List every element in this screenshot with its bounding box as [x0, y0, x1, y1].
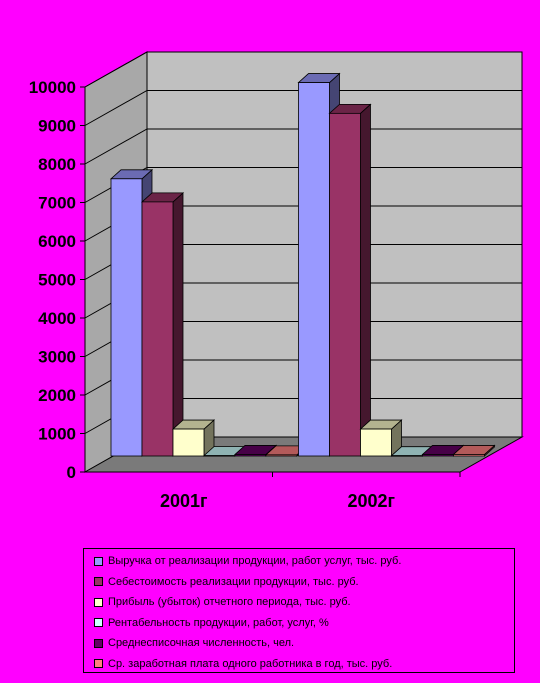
bar [140, 192, 185, 457]
bar-front [234, 454, 267, 457]
x-tick-label: 2002г [347, 491, 395, 511]
legend-label: Себестоимость реализации продукции, тыс.… [108, 575, 359, 588]
gridline [84, 128, 522, 165]
y-tick-label: 10000 [29, 78, 76, 97]
bar-front [298, 82, 330, 457]
bar [297, 72, 341, 457]
legend-item: Себестоимость реализации продукции, тыс.… [94, 572, 514, 593]
y-axis-ticks: 0 1000 2000 3000 4000 5000 6000 7000 8000 9000 100… [29, 78, 86, 482]
bar [359, 419, 403, 457]
bar-front [360, 428, 392, 457]
legend-label: Рентабельность продукции, работ, услуг, … [108, 616, 329, 629]
legend-swatch [94, 659, 103, 669]
bar [328, 103, 372, 457]
legend-label: Выручка от реализации продукции, работ у… [108, 555, 402, 568]
legend-label: Прибыль (убыток) отчетного периода, тыс.… [108, 596, 351, 609]
legend-item: Выручка от реализации продукции, работ у… [94, 551, 514, 572]
legend-label: Ср. заработная плата одного работника в … [108, 657, 393, 670]
bar-front [391, 455, 423, 457]
legend-swatch [94, 597, 103, 607]
bar-chart: 0 1000 2000 3000 4000 5000 6000 7000 8000 9000 100… [29, 51, 524, 511]
bar-front [453, 454, 485, 457]
y-tick-label: 9000 [38, 117, 76, 136]
y-tick-label: 2000 [38, 386, 76, 405]
x-tick-label: 2001г [160, 491, 208, 511]
bar-front [329, 112, 361, 457]
y-tick-label: 6000 [38, 232, 76, 251]
bar-front [110, 178, 143, 457]
bar-front [141, 201, 174, 457]
bar-side [172, 192, 184, 457]
bar [171, 419, 216, 457]
bar-side [360, 103, 371, 457]
y-tick-label: 1000 [38, 425, 76, 444]
legend-label: Среднесписочная численность, чел. [108, 637, 295, 650]
bar-front [172, 428, 205, 457]
gridline [84, 167, 522, 203]
legend-item: Рентабельность продукции, работ, услуг, … [94, 613, 514, 634]
bar [452, 444, 496, 457]
bars [109, 72, 496, 457]
gridline [84, 51, 522, 88]
legend-item: Прибыль (убыток) отчетного периода, тыс.… [94, 592, 514, 613]
y-tick-label: 0 [67, 463, 76, 482]
legend-swatch [94, 638, 103, 648]
bar-front [203, 455, 236, 457]
legend-item: Ср. заработная плата одного работника в … [94, 654, 514, 675]
bar-front [422, 454, 454, 457]
bar-front [265, 454, 298, 457]
y-tick-label: 3000 [38, 348, 76, 367]
x-axis-ticks: 2001г 2002г [85, 471, 461, 511]
y-tick-label: 7000 [38, 194, 76, 213]
y-tick-label: 4000 [38, 309, 76, 328]
legend-swatch [94, 577, 103, 587]
legend-swatch [94, 556, 103, 566]
legend: Выручка от реализации продукции, работ у… [83, 548, 515, 673]
legend-item: Среднесписочная численность, чел. [94, 633, 514, 654]
legend-swatch [94, 618, 103, 628]
y-tick-label: 8000 [38, 155, 76, 174]
y-tick-label: 5000 [38, 271, 76, 290]
gridline [84, 90, 522, 126]
